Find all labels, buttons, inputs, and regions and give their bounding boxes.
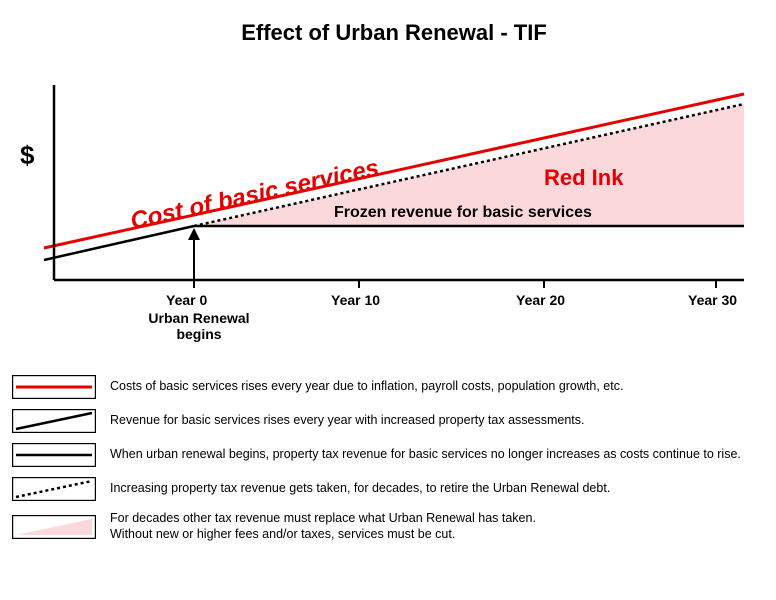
chart-svg (44, 50, 744, 310)
year0-arrow-head (188, 228, 200, 240)
legend-row: Revenue for basic services rises every y… (12, 409, 764, 433)
chart-area: Effect of Urban Renewal - TIF $ Cost of … (44, 20, 744, 280)
x-tick-label: Year 10 (331, 292, 380, 308)
x-tick-label: Year 20 (516, 292, 565, 308)
legend-row: Costs of basic services rises every year… (12, 375, 764, 399)
legend-text: For decades other tax revenue must repla… (110, 511, 536, 542)
legend: Costs of basic services rises every year… (12, 375, 764, 552)
legend-swatch-black-flat (12, 443, 96, 467)
legend-text: Revenue for basic services rises every y… (110, 413, 585, 429)
legend-row: When urban renewal begins, property tax … (12, 443, 764, 467)
legend-swatch-black-diag (12, 409, 96, 433)
legend-text: Costs of basic services rises every year… (110, 379, 623, 395)
legend-text: When urban renewal begins, property tax … (110, 447, 741, 463)
urban-renewal-begins-label: Urban Renewalbegins (139, 310, 259, 342)
x-tick-label: Year 0 (166, 292, 207, 308)
legend-text: Increasing property tax revenue gets tak… (110, 481, 610, 497)
frozen-revenue-label: Frozen revenue for basic services (334, 204, 592, 222)
legend-row: For decades other tax revenue must repla… (12, 511, 764, 542)
chart-title: Effect of Urban Renewal - TIF (44, 20, 744, 46)
x-tick-label: Year 30 (688, 292, 737, 308)
y-axis-label: $ (20, 140, 34, 171)
legend-swatch-red-line (12, 375, 96, 399)
red-ink-label: Red Ink (544, 165, 623, 191)
legend-swatch-dotted (12, 477, 96, 501)
legend-row: Increasing property tax revenue gets tak… (12, 477, 764, 501)
legend-swatch-pink-tri (12, 515, 96, 539)
